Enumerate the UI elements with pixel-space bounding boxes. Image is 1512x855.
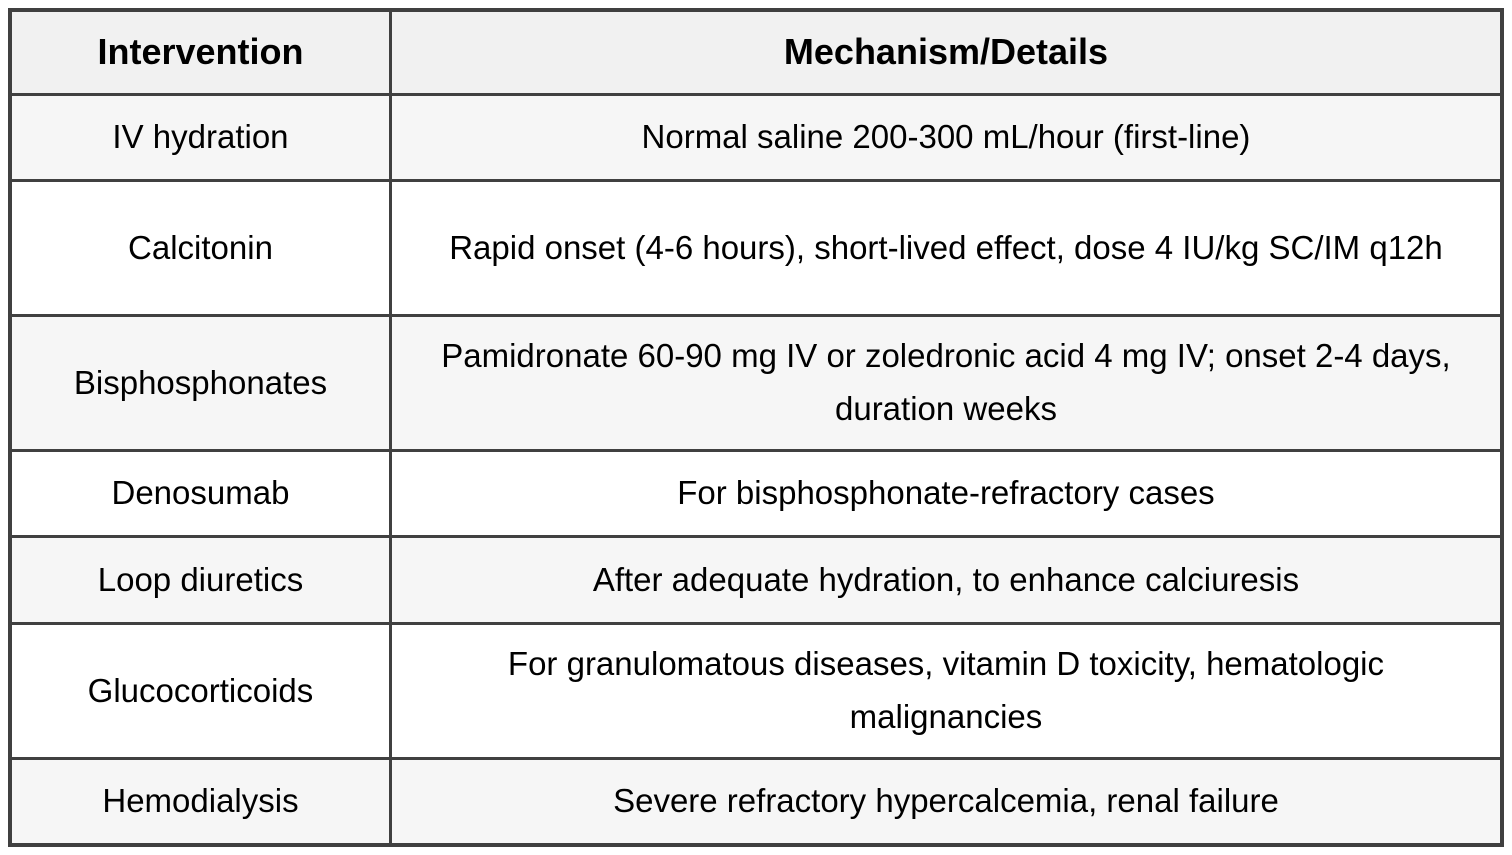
details-cell: Normal saline 200-300 mL/hour (first-lin… xyxy=(388,92,1504,183)
table-row: Loop diuretics After adequate hydration,… xyxy=(8,535,1504,625)
details-cell: Rapid onset (4-6 hours), short-lived eff… xyxy=(388,179,1504,317)
intervention-cell: Loop diuretics xyxy=(8,535,392,625)
details-cell: Severe refractory hypercalcemia, renal f… xyxy=(388,756,1504,847)
column-header-intervention: Intervention xyxy=(8,8,392,96)
details-cell: For bisphosphonate-refractory cases xyxy=(388,448,1504,539)
intervention-cell: Denosumab xyxy=(8,448,392,539)
header-row: Intervention Mechanism/Details xyxy=(8,8,1504,96)
table-row: Hemodialysis Severe refractory hypercalc… xyxy=(8,756,1504,847)
table-row: Glucocorticoids For granulomatous diseas… xyxy=(8,621,1504,760)
table-row: Calcitonin Rapid onset (4-6 hours), shor… xyxy=(8,179,1504,317)
hypercalcemia-interventions-table: Intervention Mechanism/Details IV hydrat… xyxy=(8,8,1504,847)
table-body: IV hydration Normal saline 200-300 mL/ho… xyxy=(8,92,1504,847)
intervention-cell: Glucocorticoids xyxy=(8,621,392,760)
table-row: Denosumab For bisphosphonate-refractory … xyxy=(8,448,1504,539)
intervention-cell: Calcitonin xyxy=(8,179,392,317)
details-cell: After adequate hydration, to enhance cal… xyxy=(388,535,1504,625)
table-header: Intervention Mechanism/Details xyxy=(8,8,1504,96)
intervention-cell: Hemodialysis xyxy=(8,756,392,847)
intervention-cell: Bisphosphonates xyxy=(8,313,392,452)
table-row: Bisphosphonates Pamidronate 60-90 mg IV … xyxy=(8,313,1504,452)
table-row: IV hydration Normal saline 200-300 mL/ho… xyxy=(8,92,1504,183)
intervention-cell: IV hydration xyxy=(8,92,392,183)
details-cell: Pamidronate 60-90 mg IV or zoledronic ac… xyxy=(388,313,1504,452)
details-cell: For granulomatous diseases, vitamin D to… xyxy=(388,621,1504,760)
column-header-mechanism-details: Mechanism/Details xyxy=(388,8,1504,96)
